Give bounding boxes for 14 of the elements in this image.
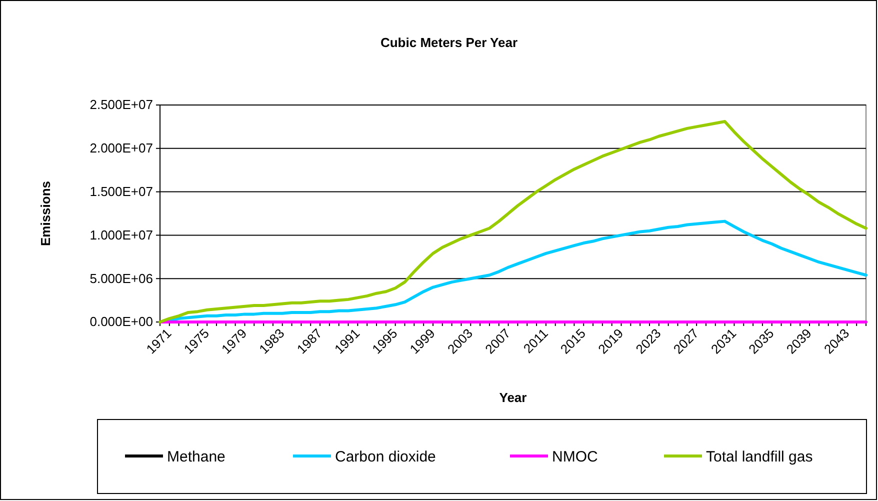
y-tick-label: 1.000E+07 (90, 227, 153, 242)
y-tick-label: 2.500E+07 (90, 97, 153, 112)
y-tick-label: 2.000E+07 (90, 140, 153, 156)
chart-title: Cubic Meters Per Year (380, 35, 518, 50)
y-axis-title: Emissions (38, 180, 53, 246)
y-tick-label: 0.000E+00 (90, 314, 153, 330)
legend-label: Total landfill gas (706, 448, 813, 466)
y-tick-label: 5.000E+06 (90, 270, 153, 286)
legend-label: NMOC (552, 448, 598, 466)
legend-label: Methane (167, 448, 226, 466)
line-series (158, 120, 868, 324)
y-tick-label: 1.500E+07 (90, 184, 153, 199)
legend-label: Carbon dioxide (335, 448, 436, 466)
x-axis-title: Year (499, 390, 527, 405)
